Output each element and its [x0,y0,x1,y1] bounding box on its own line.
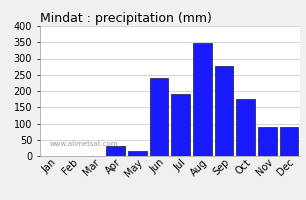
Bar [215,66,233,156]
Bar [150,78,168,156]
Text: www.allmetsat.com: www.allmetsat.com [50,141,119,147]
Bar [237,99,255,156]
Bar [193,43,211,156]
Text: Mindat : precipitation (mm): Mindat : precipitation (mm) [40,12,212,25]
Bar [106,146,125,156]
Bar [258,127,277,156]
Bar [171,94,190,156]
Bar [280,127,298,156]
Bar [128,151,147,156]
